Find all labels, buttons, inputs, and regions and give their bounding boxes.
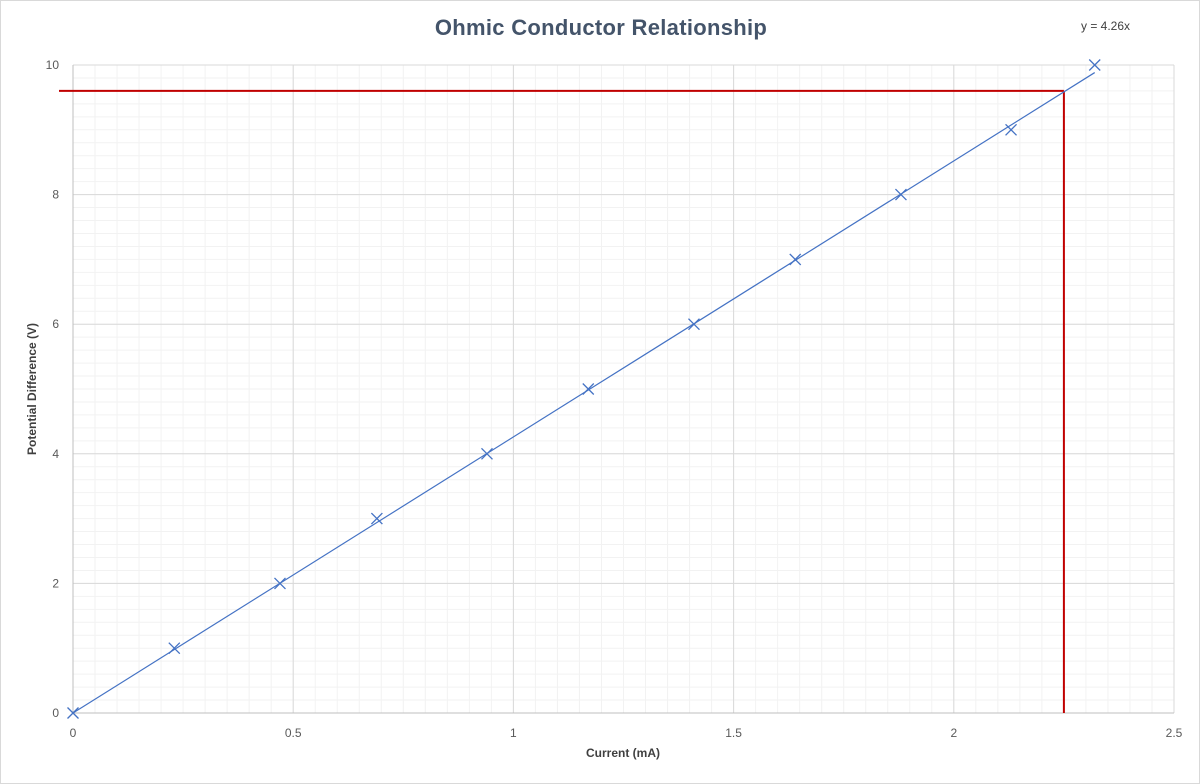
data-point-stroke (1088, 59, 1101, 71)
y-axis-label: Potential Difference (V) (25, 322, 39, 456)
data-points (67, 59, 1101, 719)
x-tick-labels: 0 0.5 1 1.5 2 2.5 (70, 726, 1183, 740)
y-tick-labels: 0 2 4 6 8 10 (46, 58, 60, 720)
x-tick-label: 2 (950, 726, 957, 740)
data-point (481, 447, 493, 460)
data-point-stroke (67, 707, 79, 719)
minor-gridlines (72, 64, 1175, 714)
data-point (67, 707, 79, 719)
y-tick-label: 10 (46, 58, 60, 72)
chart-title: Ohmic Conductor Relationship (434, 15, 768, 40)
data-point (688, 318, 700, 331)
data-point (370, 512, 383, 525)
reference-lines (59, 89, 1065, 713)
y-tick-label: 2 (52, 576, 59, 590)
y-tick-label: 0 (52, 706, 59, 720)
data-point-stroke (481, 447, 493, 460)
data-point (274, 577, 286, 590)
data-point-stroke (789, 253, 802, 266)
data-point (1005, 123, 1018, 136)
x-axis-label: Current (mA) (586, 746, 660, 760)
data-point-stroke (1005, 123, 1018, 136)
data-point (789, 253, 802, 266)
data-point-stroke (582, 383, 595, 395)
data-point-stroke (370, 512, 383, 525)
data-point-stroke (894, 188, 907, 201)
x-tick-label: 1.5 (725, 726, 742, 740)
data-point (894, 188, 907, 201)
data-point (1088, 59, 1101, 71)
data-point-stroke (274, 577, 286, 590)
y-tick-label: 8 (52, 188, 59, 202)
data-point-stroke (168, 642, 181, 655)
y-tick-label: 6 (52, 317, 59, 331)
x-tick-label: 1 (510, 726, 517, 740)
x-tick-label: 0 (70, 726, 77, 740)
data-point (168, 642, 181, 655)
data-point (582, 383, 595, 395)
x-tick-label: 2.5 (1166, 726, 1183, 740)
x-tick-label: 0.5 (285, 726, 302, 740)
data-point-stroke (688, 318, 700, 331)
trendline-equation: y = 4.26x (1081, 19, 1131, 33)
y-tick-label: 4 (52, 447, 59, 461)
axes (72, 65, 1174, 714)
